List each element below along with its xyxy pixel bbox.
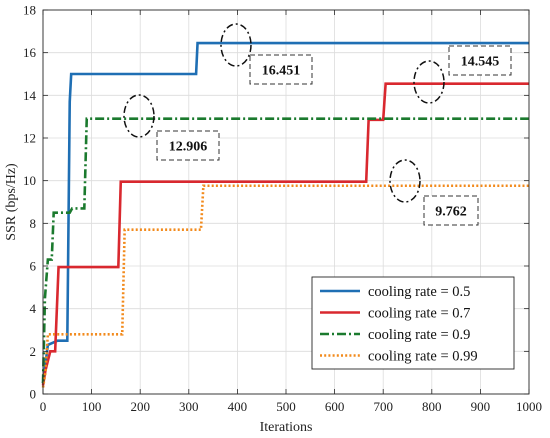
legend-label-2: cooling rate = 0.7 xyxy=(368,306,470,322)
x-tick-label: 1000 xyxy=(516,399,542,414)
annotations: 16.451 14.545 12.906 9.762 xyxy=(123,23,512,226)
annotation-box xyxy=(249,54,313,85)
series-line-1 xyxy=(41,41,529,384)
legend-label-3: cooling rate = 0.9 xyxy=(368,327,470,343)
y-tick-label: 16 xyxy=(23,45,37,60)
legend-label-4: cooling rate = 0.99 xyxy=(368,349,478,365)
x-tick-label: 100 xyxy=(82,399,102,414)
y-axis-label: SSR (bps/Hz) xyxy=(4,163,19,241)
y-tick-label: 18 xyxy=(23,3,36,18)
annotation-box xyxy=(448,45,512,76)
y-tick-label: 12 xyxy=(23,131,36,146)
legend: cooling rate = 0.5 cooling rate = 0.7 cool… xyxy=(311,276,515,370)
annotation-box xyxy=(423,195,479,226)
x-tick-label: 400 xyxy=(228,399,248,414)
y-tick-label: 6 xyxy=(30,259,37,274)
y-tick-label: 4 xyxy=(30,301,37,316)
x-tick-label: 200 xyxy=(130,399,150,414)
y-tick-label: 8 xyxy=(30,216,37,231)
annotation-box xyxy=(156,130,220,161)
x-axis-label: Iterations xyxy=(260,420,313,435)
series-line-2 xyxy=(41,82,529,386)
legend-label-1: cooling rate = 0.5 xyxy=(368,284,470,300)
x-tick-label: 0 xyxy=(40,399,47,414)
y-tick-label: 2 xyxy=(30,344,37,359)
annotation-ellipse xyxy=(413,60,445,104)
annotation-label: 9.762 xyxy=(435,205,467,220)
series-lines xyxy=(41,41,529,388)
series-line-3 xyxy=(41,117,529,384)
y-tick-label: 14 xyxy=(23,88,37,103)
x-tick-label: 900 xyxy=(471,399,491,414)
x-tick-label: 300 xyxy=(179,399,199,414)
x-tick-label: 500 xyxy=(276,399,296,414)
x-tick-label: 700 xyxy=(373,399,393,414)
annotation-ellipse xyxy=(123,94,155,138)
annotation-label: 14.545 xyxy=(461,55,500,70)
x-tick-label: 800 xyxy=(422,399,442,414)
axes: 0 100 200 300 400 500 600 700 800 900 1000 0 2 4 6 8 10 1… xyxy=(23,3,542,415)
annotation-ellipse xyxy=(389,159,421,203)
y-tick-label: 10 xyxy=(23,173,36,188)
x-tick-label: 600 xyxy=(325,399,345,414)
series-line-4 xyxy=(41,184,529,388)
y-tick-label: 0 xyxy=(30,387,37,402)
annotation-label: 16.451 xyxy=(262,64,301,79)
annotation-ellipse xyxy=(220,23,252,67)
legend-box xyxy=(311,276,515,370)
annotation-label: 12.906 xyxy=(169,140,208,155)
